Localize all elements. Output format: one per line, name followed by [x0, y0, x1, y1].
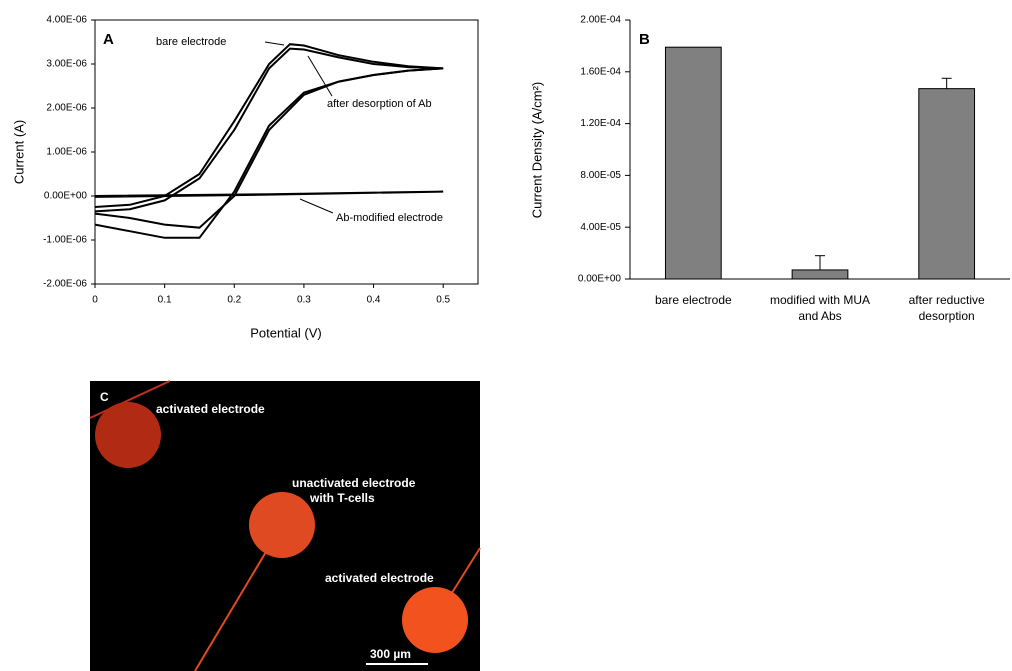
- x-tick-label: 0.5: [436, 295, 450, 306]
- bar: [792, 270, 848, 279]
- y-tick-label: 4.00E-06: [46, 15, 87, 26]
- figure: A Potential (V) Current (A) bare electro…: [0, 0, 1012, 671]
- electrode: [95, 402, 161, 468]
- y-tick-label: 0.00E+00: [44, 191, 88, 202]
- annotation: Ab-modified electrode: [336, 212, 443, 224]
- annotation: activated electrode: [325, 571, 434, 585]
- annotation: bare electrode: [156, 36, 226, 48]
- x-tick-label: modified with MUA and Abs: [760, 292, 880, 324]
- plot-frame: [95, 20, 478, 284]
- y-tick-label: 1.60E-04: [580, 66, 621, 77]
- x-tick-label: after reductive desorption: [887, 292, 1007, 324]
- panel-letter: B: [639, 31, 650, 48]
- panel-letter: C: [100, 390, 109, 404]
- panel-letter: A: [103, 31, 114, 48]
- annotation: unactivated electrode: [292, 476, 416, 490]
- x-tick-label: bare electrode: [633, 292, 753, 308]
- annotation: after desorption of Ab: [327, 98, 432, 110]
- page: {"chart_data": [ {"type": "line", "label…: [0, 0, 1012, 671]
- y-tick-label: 0.00E+00: [578, 274, 622, 285]
- y-tick-label: -2.00E-06: [43, 279, 87, 290]
- annotation-arrow: [300, 199, 333, 213]
- y-tick-label: 2.00E-06: [46, 103, 87, 114]
- y-axis-label: Current Density (A/cm²): [529, 82, 544, 219]
- y-tick-label: 3.00E-06: [46, 59, 87, 70]
- y-tick-label: -1.00E-06: [43, 235, 87, 246]
- y-tick-label: 2.00E-04: [580, 15, 621, 26]
- x-tick-label: 0.3: [297, 295, 311, 306]
- y-tick-label: 8.00E-05: [580, 170, 621, 181]
- scale-bar-label: 300 µm: [370, 647, 411, 661]
- cv-curve: [95, 192, 443, 197]
- electrode: [402, 587, 468, 653]
- y-tick-label: 4.00E-05: [580, 222, 621, 233]
- x-tick-label: 0.4: [367, 295, 381, 306]
- electrode: [249, 492, 315, 558]
- x-tick-label: 0.2: [227, 295, 241, 306]
- bar: [919, 89, 975, 279]
- x-tick-label: 0: [92, 295, 98, 306]
- annotation: activated electrode: [156, 402, 265, 416]
- y-tick-label: 1.00E-06: [46, 147, 87, 158]
- x-tick-label: 0.1: [158, 295, 172, 306]
- annotation: with T-cells: [309, 491, 375, 505]
- bar: [665, 47, 721, 279]
- y-tick-label: 1.20E-04: [580, 118, 621, 129]
- x-axis-label: Potential (V): [250, 325, 322, 340]
- y-axis-label: Current (A): [11, 120, 26, 184]
- annotation-arrow: [265, 42, 284, 45]
